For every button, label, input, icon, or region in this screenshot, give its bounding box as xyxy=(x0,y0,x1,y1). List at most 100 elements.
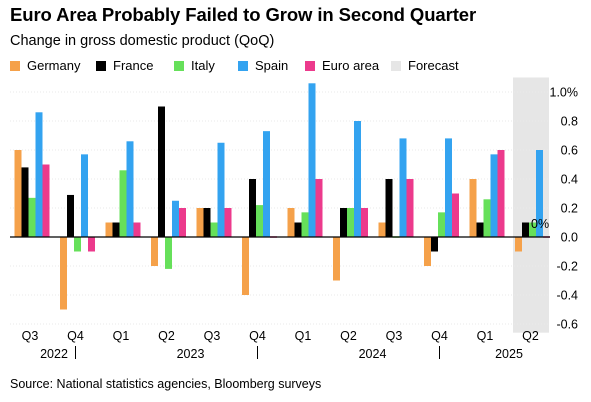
y-tick-label: 1.0% xyxy=(550,86,579,100)
bar-france xyxy=(203,208,211,237)
y-tick-label: -0.2 xyxy=(556,260,578,274)
bar-spain xyxy=(217,142,225,237)
bar-germany xyxy=(515,237,522,252)
bar-euro-area xyxy=(42,164,50,237)
legend-label-france: France xyxy=(113,58,154,73)
bar-italy xyxy=(301,212,309,237)
bar-italy xyxy=(438,212,445,237)
legend-item-germany: Germany xyxy=(10,58,80,73)
bar-spain xyxy=(445,138,452,237)
bar-germany xyxy=(333,237,340,281)
bar-italy xyxy=(483,199,491,237)
forecast-annotation: 0% xyxy=(531,217,549,231)
bar-italy xyxy=(165,237,172,269)
bar-italy xyxy=(529,222,536,237)
legend-label-forecast: Forecast xyxy=(408,58,459,73)
bar-france xyxy=(385,179,393,237)
legend-label-euro-area: Euro area xyxy=(322,58,380,73)
x-tick-label: Q2 xyxy=(522,329,539,343)
legend-item-forecast: Forecast xyxy=(391,58,459,73)
bar-italy xyxy=(347,208,354,237)
bar-euro-area xyxy=(497,150,505,237)
bar-germany xyxy=(469,179,477,237)
x-tick-label: Q3 xyxy=(204,329,221,343)
legend-item-euro-area: Euro area xyxy=(305,58,379,73)
legend-swatch-germany xyxy=(10,61,20,71)
x-tick-label: Q1 xyxy=(477,329,494,343)
bar-italy xyxy=(210,222,218,237)
bar-germany xyxy=(287,208,295,237)
bar-france xyxy=(476,222,484,237)
bar-france xyxy=(112,222,120,237)
y-tick-label: 0.6 xyxy=(561,144,578,158)
chart-title: Euro Area Probably Failed to Grow in Sec… xyxy=(10,4,477,25)
bar-euro-area xyxy=(224,208,232,237)
bar-euro-area xyxy=(406,179,414,237)
bar-italy xyxy=(74,237,81,252)
bar-france xyxy=(431,237,438,252)
legend-label-germany: Germany xyxy=(27,58,81,73)
bar-euro-area xyxy=(88,237,95,252)
bar-italy xyxy=(256,205,263,237)
bar-france xyxy=(21,167,29,237)
bar-spain xyxy=(399,138,407,237)
x-tick-label: Q4 xyxy=(67,329,84,343)
bar-germany xyxy=(424,237,431,266)
year-label: 2025 xyxy=(495,347,523,361)
bar-france xyxy=(67,194,74,237)
legend-label-italy: Italy xyxy=(191,58,215,73)
legend-item-spain: Spain xyxy=(238,58,288,73)
x-tick-label: Q1 xyxy=(113,329,130,343)
bar-germany xyxy=(196,208,204,237)
y-tick-label: -0.6 xyxy=(556,318,578,332)
bar-euro-area xyxy=(361,208,368,237)
x-tick-label: Q1 xyxy=(295,329,312,343)
bar-italy xyxy=(119,170,127,237)
x-tick-label: Q2 xyxy=(158,329,175,343)
bar-france xyxy=(249,179,256,237)
bar-italy xyxy=(28,197,36,237)
y-tick-label: 0.4 xyxy=(561,173,578,187)
bar-spain xyxy=(126,141,134,237)
bar-france xyxy=(158,106,165,237)
year-label: 2023 xyxy=(177,347,205,361)
bar-euro-area xyxy=(179,208,186,237)
bar-spain xyxy=(81,154,88,237)
source-note: Source: National statistics agencies, Bl… xyxy=(10,377,322,391)
x-tick-label: Q4 xyxy=(431,329,448,343)
x-tick-label: Q3 xyxy=(22,329,39,343)
bar-spain xyxy=(263,131,270,237)
bar-spain xyxy=(490,154,498,237)
bar-spain xyxy=(354,121,361,237)
x-tick-label: Q3 xyxy=(386,329,403,343)
legend-swatch-france xyxy=(96,61,106,71)
bar-germany xyxy=(14,150,22,237)
legend-label-spain: Spain xyxy=(255,58,289,73)
forecast-shading xyxy=(513,77,549,333)
bar-spain xyxy=(172,200,179,237)
bar-spain xyxy=(35,112,43,237)
legend-swatch-spain xyxy=(238,61,248,71)
x-tick-label: Q4 xyxy=(249,329,266,343)
legend-swatch-italy xyxy=(174,61,184,71)
bar-germany xyxy=(60,237,67,310)
legend-swatch-forecast xyxy=(391,61,401,71)
y-tick-label: 0.8 xyxy=(561,115,578,129)
chart-subtitle: Change in gross domestic product (QoQ) xyxy=(10,33,275,49)
bar-germany xyxy=(242,237,249,295)
bar-euro-area xyxy=(452,193,459,237)
bar-france xyxy=(294,222,302,237)
bar-france xyxy=(340,208,347,237)
bar-germany xyxy=(378,222,386,237)
y-tick-label: 0.2 xyxy=(561,202,578,216)
x-tick-label: Q2 xyxy=(340,329,357,343)
bar-france xyxy=(522,222,529,237)
year-label: 2024 xyxy=(359,347,387,361)
bar-spain xyxy=(308,83,316,237)
bar-euro-area xyxy=(133,222,141,237)
y-tick-label: -0.4 xyxy=(556,289,578,303)
bar-euro-area xyxy=(315,179,323,237)
bar-chart: 1.0% 0.8 0.6 0.4 0.2 0.0 -0.2 -0.4 -0.6 0% Q3 Q4 Q1 Q… xyxy=(10,77,579,361)
legend-item-france: France xyxy=(96,58,153,73)
legend-swatch-euro-area xyxy=(305,61,315,71)
